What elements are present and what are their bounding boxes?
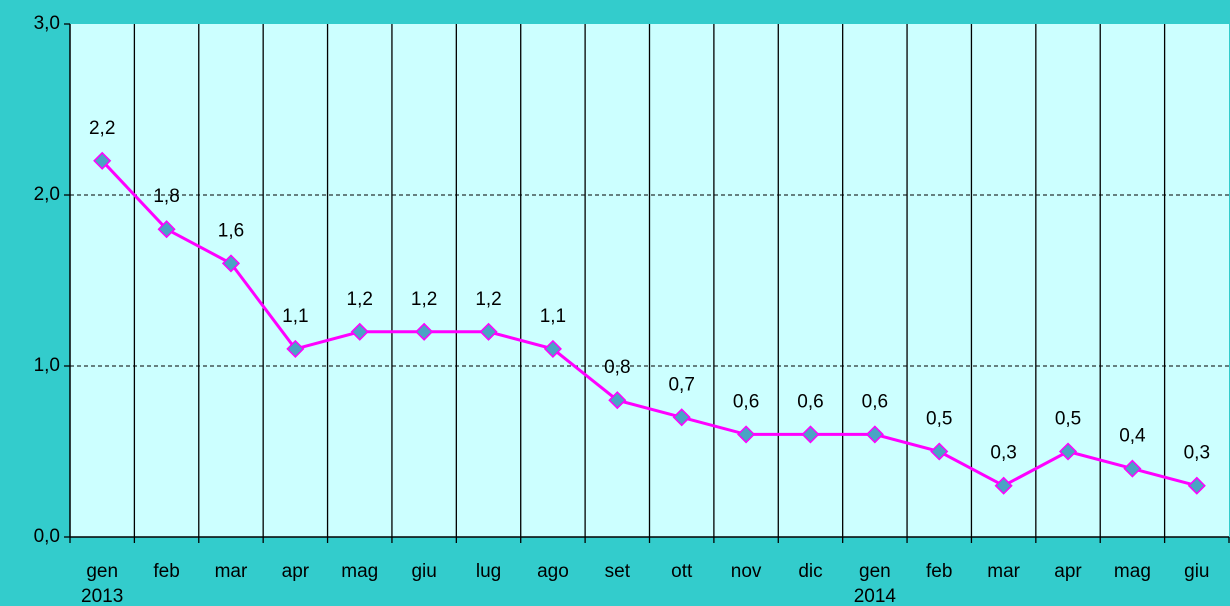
y-tick-label: 3,0: [34, 13, 60, 34]
x-tick-label: dic: [798, 561, 822, 582]
x-tick-label: set: [605, 561, 631, 582]
data-label: 1,2: [411, 289, 437, 310]
y-tick-label: 0,0: [34, 526, 60, 547]
y-tick-label: 2,0: [34, 184, 60, 205]
marker: [350, 322, 369, 341]
x-tick-label: giu: [411, 561, 436, 582]
marker: [415, 322, 434, 341]
data-label: 0,5: [1055, 409, 1081, 430]
x-tick-label: gen: [859, 561, 891, 582]
series-line: [101, 159, 1198, 488]
data-label: 0,8: [604, 357, 630, 378]
marker: [672, 408, 691, 427]
marker: [801, 425, 820, 444]
data-label: 1,2: [475, 289, 501, 310]
x-tick-label: feb: [153, 561, 179, 582]
data-label: 0,3: [1184, 443, 1210, 464]
x-tick-label: mar: [987, 561, 1020, 582]
x-tick-label: mag: [1114, 561, 1151, 582]
data-label: 0,5: [926, 409, 952, 430]
data-label: 1,6: [218, 220, 244, 241]
marker: [737, 425, 756, 444]
x-tick-label: mag: [341, 561, 378, 582]
marker: [1123, 459, 1142, 478]
x-tick-label: gen: [86, 561, 118, 582]
x-tick-label: nov: [731, 561, 762, 582]
data-label: 1,1: [282, 306, 308, 327]
data-label: 1,8: [153, 186, 179, 207]
data-label: 1,1: [540, 306, 566, 327]
x-group-label: 2014: [854, 586, 897, 606]
marker: [1187, 476, 1206, 495]
marker: [157, 220, 176, 239]
y-tick-label: 1,0: [34, 355, 60, 376]
data-label: 0,3: [990, 443, 1016, 464]
x-tick-label: ago: [537, 561, 569, 582]
data-label: 0,6: [797, 391, 823, 412]
x-tick-label: ott: [671, 561, 693, 582]
marker: [1058, 442, 1078, 461]
marker: [608, 391, 627, 410]
x-tick-label: apr: [1054, 561, 1082, 582]
data-label: 0,6: [862, 391, 888, 412]
x-tick-label: mar: [215, 561, 248, 582]
x-group-label: 2013: [81, 586, 123, 606]
marker: [221, 254, 241, 273]
data-label: 0,7: [668, 374, 694, 395]
marker: [479, 322, 498, 341]
marker: [543, 339, 562, 358]
data-label: 1,2: [347, 289, 373, 310]
data-label: 2,2: [89, 118, 115, 139]
data-label: 0,4: [1119, 426, 1146, 447]
data-label: 0,6: [733, 391, 759, 412]
x-tick-label: giu: [1184, 561, 1209, 582]
x-tick-label: lug: [476, 561, 501, 582]
marker: [286, 339, 305, 358]
marker: [930, 442, 949, 461]
marker: [865, 425, 884, 444]
x-tick-label: feb: [926, 561, 952, 582]
marker: [994, 476, 1013, 495]
x-tick-label: apr: [282, 561, 310, 582]
marker: [93, 151, 112, 170]
